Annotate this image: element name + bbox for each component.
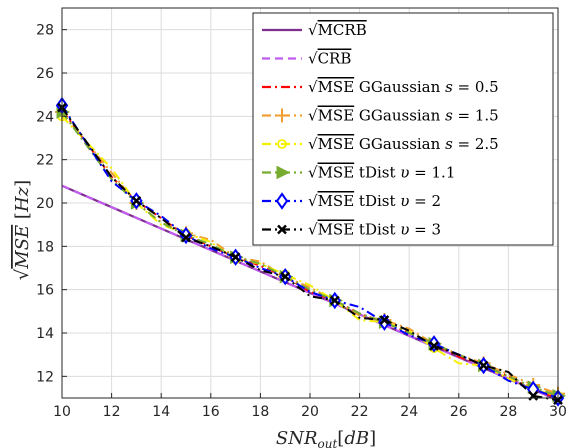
x-tick-label: 12 xyxy=(103,404,121,420)
legend-marker xyxy=(275,108,289,123)
data-point xyxy=(379,315,390,325)
legend-entry: √MSE tDist υ = 3 xyxy=(262,221,441,239)
data-point xyxy=(131,195,142,206)
legend-marker xyxy=(275,192,289,210)
y-tick-label: 28 xyxy=(36,23,54,39)
x-tick-labels: 10 12 14 16 18 20 22 24 26 28 30 xyxy=(53,393,567,420)
data-point xyxy=(429,341,439,351)
legend-label: √MSE tDist υ = 2 xyxy=(308,192,441,210)
y-tick-label: 18 xyxy=(36,239,54,255)
series-layer xyxy=(55,96,567,407)
series-line xyxy=(61,107,559,402)
svg-text:√MSE [Hz]: √MSE [Hz] xyxy=(12,180,33,280)
legend-entry: √MSE tDist υ = 1.1 xyxy=(262,164,455,182)
x-tick-label: 28 xyxy=(499,404,517,420)
legend-label: √MSE GGaussian s = 0.5 xyxy=(308,78,499,96)
data-point xyxy=(181,232,191,243)
legend-label: √CRB xyxy=(308,50,351,68)
y-tick-label: 20 xyxy=(36,196,54,212)
legend-entry: √MSE GGaussian s = 1.5 xyxy=(262,107,499,125)
legend-label: √MSE tDist υ = 1.1 xyxy=(308,164,455,182)
x-tick-label: 10 xyxy=(53,404,71,420)
x-tick-label: 16 xyxy=(202,404,220,420)
legend-marker xyxy=(277,139,287,149)
x-tick-label: 26 xyxy=(450,404,468,420)
legend-label: √MCRB xyxy=(308,21,367,39)
y-tick-label: 22 xyxy=(36,153,54,169)
series-line xyxy=(61,104,559,399)
legend-entry: √MCRB xyxy=(262,21,367,39)
data-point xyxy=(280,271,291,282)
y-tick-label: 26 xyxy=(36,66,54,82)
y-tick-label: 16 xyxy=(36,283,54,299)
legend-entry: √MSE GGaussian s = 0.5 xyxy=(262,78,499,96)
legend-label: √MSE GGaussian s = 2.5 xyxy=(308,135,499,153)
x-tick-label: 20 xyxy=(301,404,319,420)
legend-entry: √CRB xyxy=(262,50,351,68)
y-axis-label: √MSE [Hz] xyxy=(12,180,33,280)
y-tick-label: 14 xyxy=(36,326,54,342)
y-tick-label: 24 xyxy=(36,109,54,125)
legend-entry: √MSE tDist υ = 2 xyxy=(262,192,441,210)
legend-label: √MSE tDist υ = 3 xyxy=(308,221,441,239)
x-tick-label: 18 xyxy=(251,404,269,420)
data-point xyxy=(478,360,489,371)
legend-box xyxy=(252,12,554,246)
data-point xyxy=(329,295,340,306)
data-point xyxy=(230,252,241,263)
legend-marker xyxy=(276,165,291,180)
legend-label: √MSE GGaussian s = 1.5 xyxy=(308,107,499,125)
x-tick-label: 30 xyxy=(549,404,567,420)
legend-marker xyxy=(277,224,287,235)
x-axis-label: SNRout[dB] xyxy=(276,428,376,448)
y-tick-label: 12 xyxy=(36,369,54,385)
series-7 xyxy=(57,102,563,406)
x-tick-label: 14 xyxy=(152,404,170,420)
x-tick-label: 22 xyxy=(351,404,369,420)
y-tick-labels: 12 14 16 18 20 22 24 26 28 xyxy=(36,23,67,385)
legend: √MCRB √CRB √MSE GGaussian s = 0.5 √MSE GGau… xyxy=(252,12,554,246)
x-tick-label: 24 xyxy=(400,404,418,420)
legend-entry: √MSE GGaussian s = 2.5 xyxy=(262,135,499,153)
